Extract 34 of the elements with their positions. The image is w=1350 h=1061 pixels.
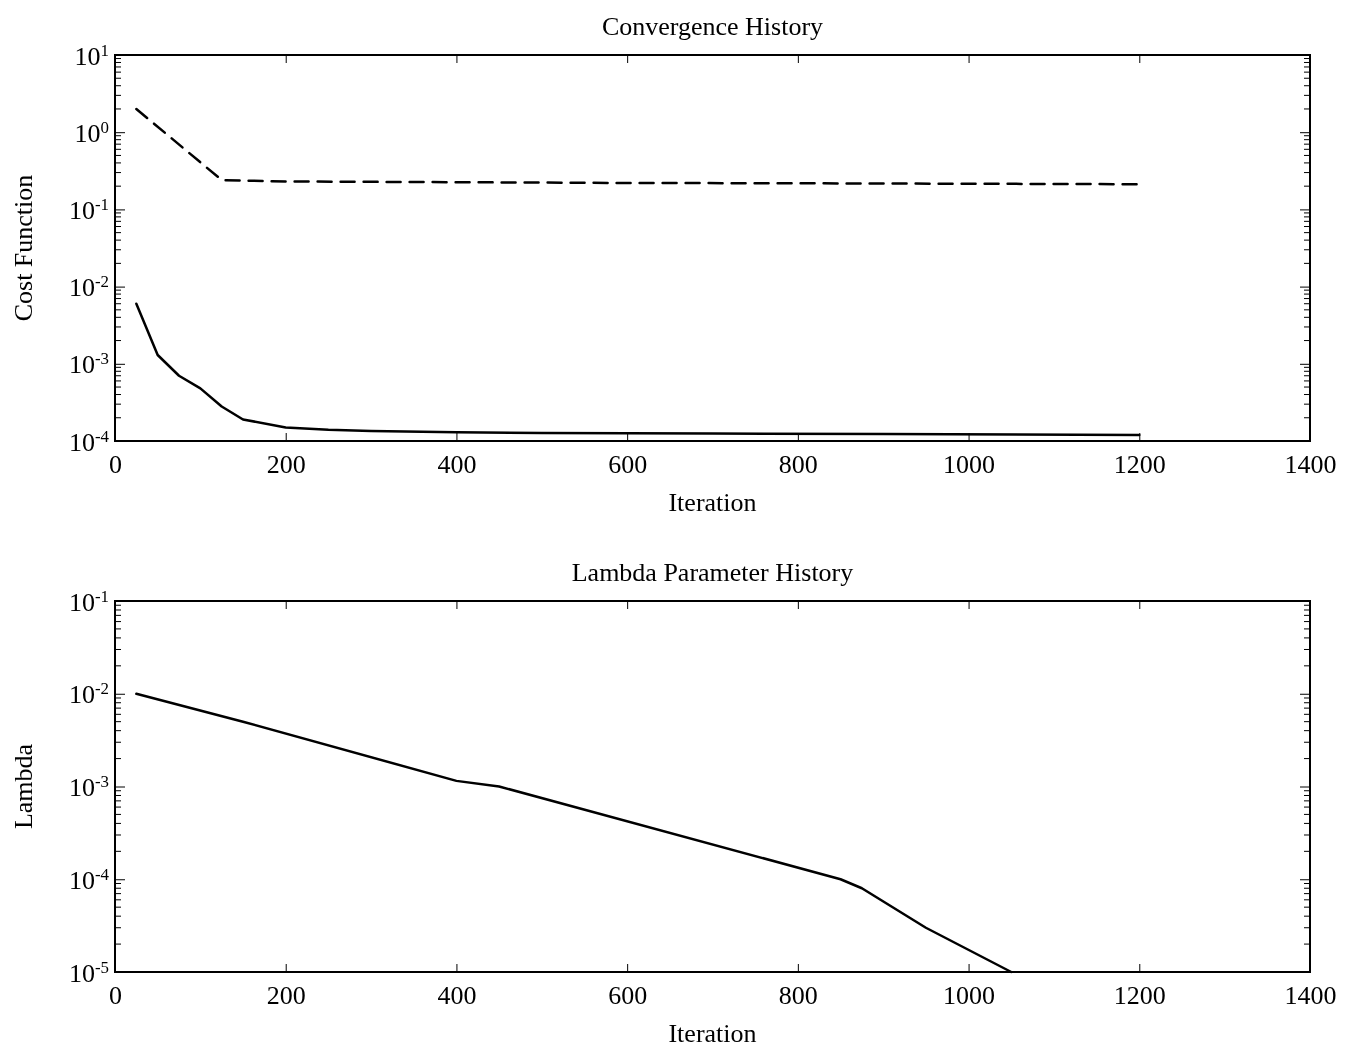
x-tick-label: 400 bbox=[437, 981, 477, 1011]
x-tick-label: 1200 bbox=[1113, 450, 1166, 480]
x-tick-label: 1000 bbox=[943, 981, 996, 1011]
y-tick-label: 10$^{-4}$ bbox=[68, 426, 110, 457]
y-tick-label: 10$^{-1}$ bbox=[68, 586, 109, 617]
y-tick-label: 10$^{-2}$ bbox=[68, 271, 109, 303]
y-tick-label: 10$^{0}$ bbox=[74, 117, 109, 148]
x-tick-label: 200 bbox=[266, 981, 306, 1011]
y-tick-label: 10$^{-4}$ bbox=[68, 864, 110, 895]
y-tick-label: 10$^{-3}$ bbox=[68, 348, 109, 380]
x-tick-label: 0 bbox=[109, 981, 122, 1011]
x-tick-label: 400 bbox=[437, 450, 477, 480]
line-series bbox=[135, 107, 1141, 186]
x-tick-label: 800 bbox=[778, 450, 818, 480]
chart-title: Lambda Parameter History bbox=[571, 558, 854, 587]
y-tick-label: 10$^{1}$ bbox=[74, 40, 109, 71]
x-tick-label: 200 bbox=[266, 450, 306, 480]
x-tick-label: 600 bbox=[608, 450, 648, 480]
x-tick-label: 600 bbox=[608, 981, 648, 1011]
x-tick-label: 0 bbox=[109, 450, 122, 480]
y-tick-label: 10$^{-1}$ bbox=[68, 194, 109, 225]
y-tick-label: 10$^{-3}$ bbox=[68, 771, 109, 803]
y-axis-title: Lambda bbox=[9, 743, 38, 830]
chart-title: Convergence History bbox=[601, 12, 824, 41]
x-axis-title: Iteration bbox=[668, 488, 757, 517]
x-tick-label: 1200 bbox=[1113, 981, 1166, 1011]
y-tick-label: 10$^{-2}$ bbox=[68, 678, 109, 710]
y-axis-title: Cost Function bbox=[9, 174, 38, 322]
x-axis-title: Iteration bbox=[668, 1019, 757, 1048]
x-tick-label: 800 bbox=[778, 981, 818, 1011]
x-tick-label: 1000 bbox=[943, 450, 996, 480]
x-tick-label: 1400 bbox=[1284, 981, 1337, 1011]
y-tick-label: 10$^{-5}$ bbox=[68, 957, 109, 988]
x-tick-label: 1400 bbox=[1284, 450, 1337, 480]
